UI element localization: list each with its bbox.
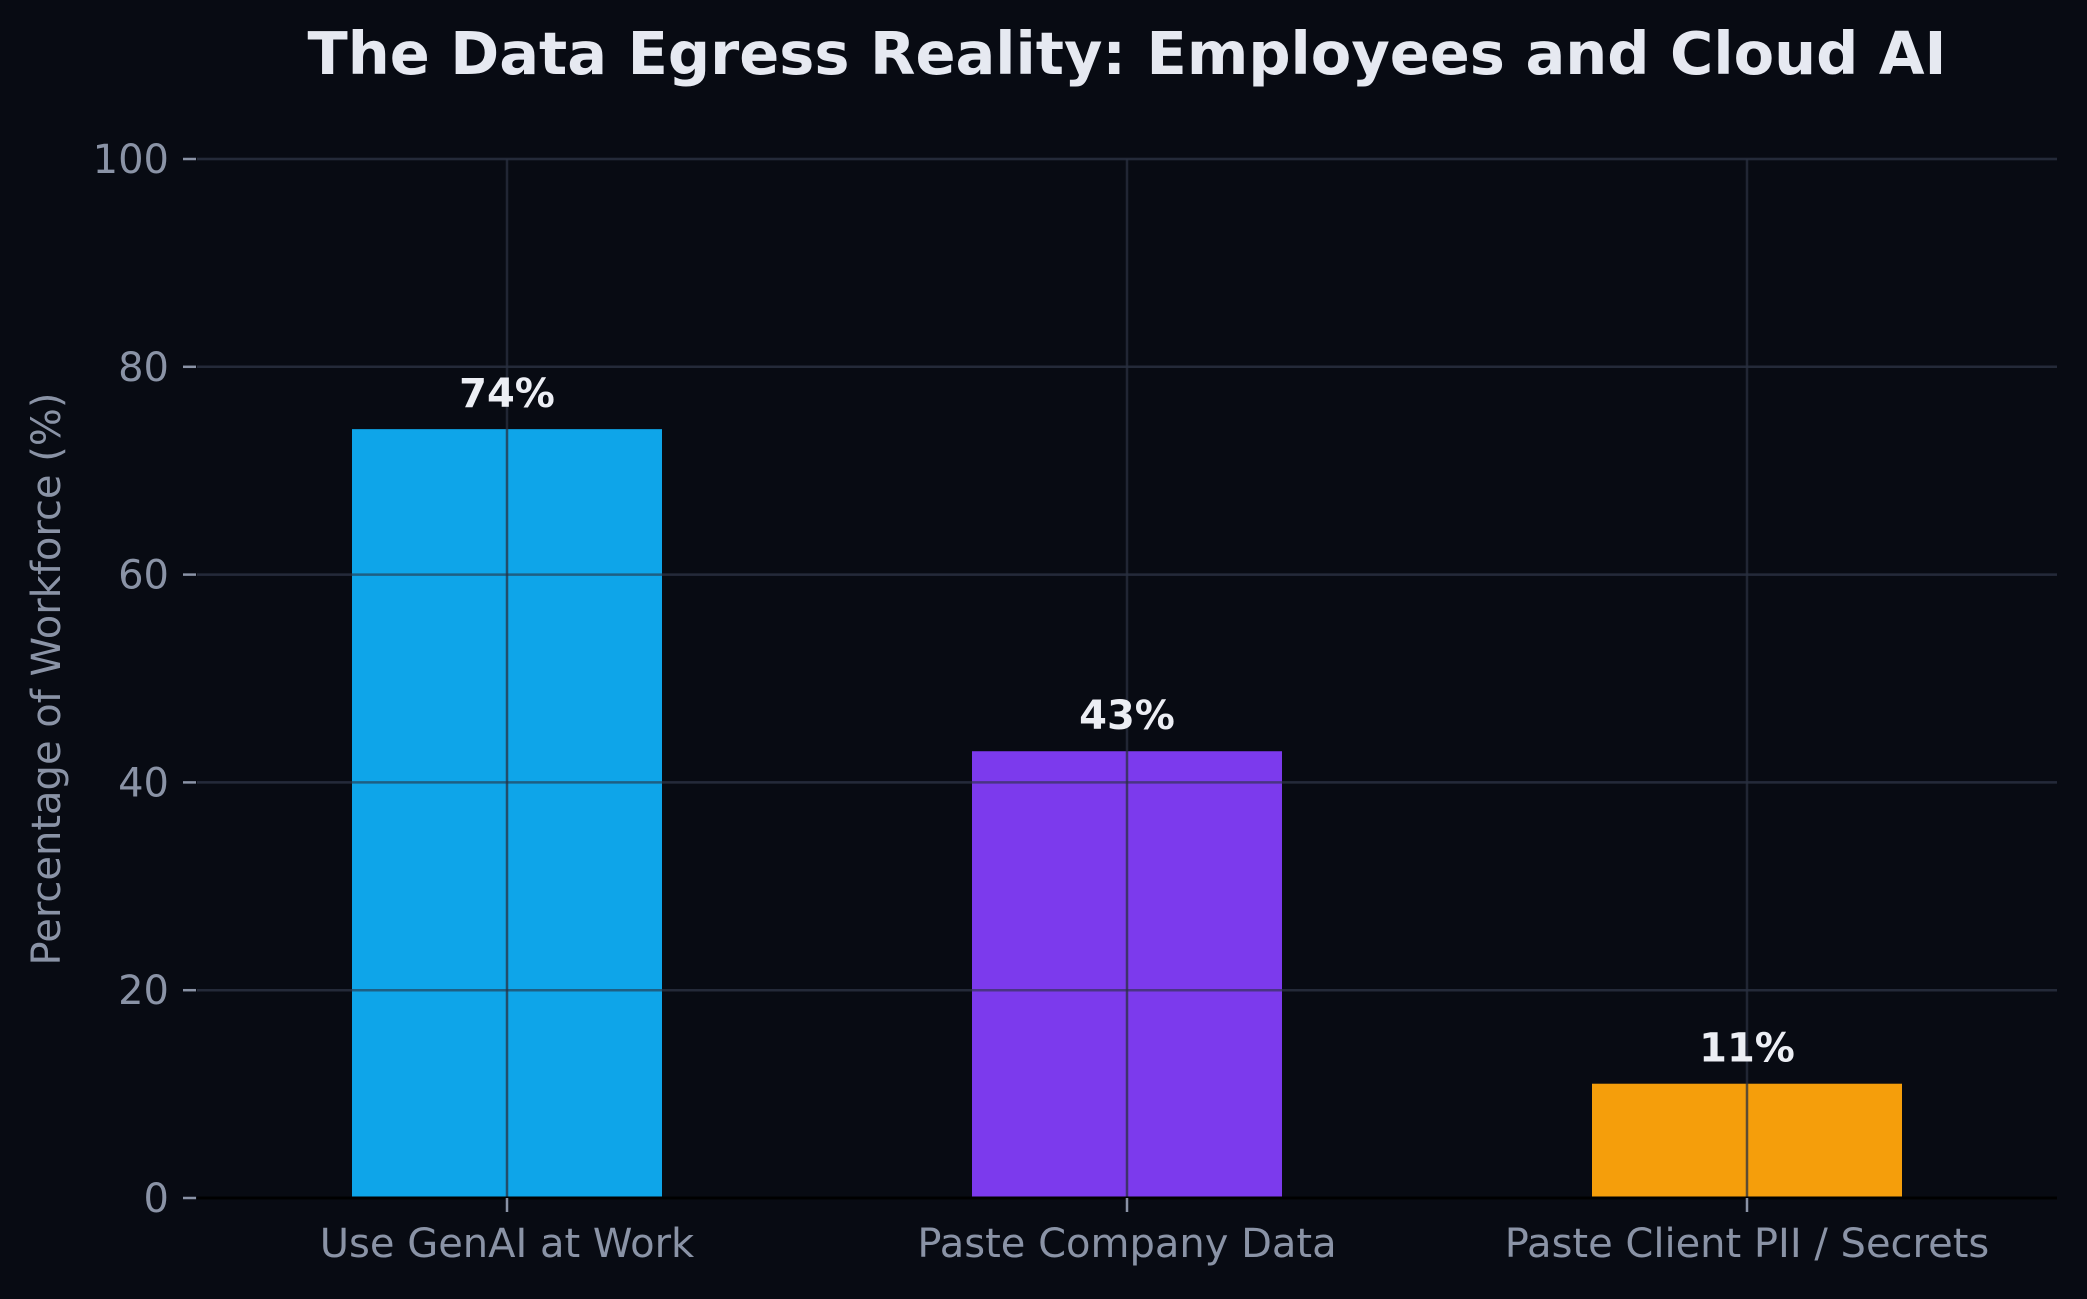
y-tick-label: 0 [144, 1176, 169, 1222]
y-tick-label: 40 [118, 760, 169, 806]
x-tick-label: Paste Company Data [917, 1221, 1336, 1267]
y-tick-label: 100 [93, 137, 169, 183]
y-tick-label: 60 [118, 553, 169, 599]
chart-title: The Data Egress Reality: Employees and C… [307, 19, 1946, 88]
x-tick-label: Use GenAI at Work [320, 1221, 695, 1267]
labels-layer: 0 20 40 60 80 100 Use GenAI at Work 74% Paste Co… [93, 137, 1990, 1267]
axis-layer [183, 157, 2057, 1212]
y-tick-label: 20 [118, 968, 169, 1014]
bar-value-label: 43% [1079, 693, 1175, 739]
bar-value-label: 11% [1699, 1026, 1795, 1072]
bar-value-label: 74% [459, 371, 555, 417]
x-tick-label: Paste Client PII / Secrets [1505, 1221, 1990, 1267]
vertical-grid-layer [197, 157, 2057, 1198]
y-tick-label: 80 [118, 345, 169, 391]
y-axis-label: Percentage of Workforce (%) [24, 393, 70, 966]
